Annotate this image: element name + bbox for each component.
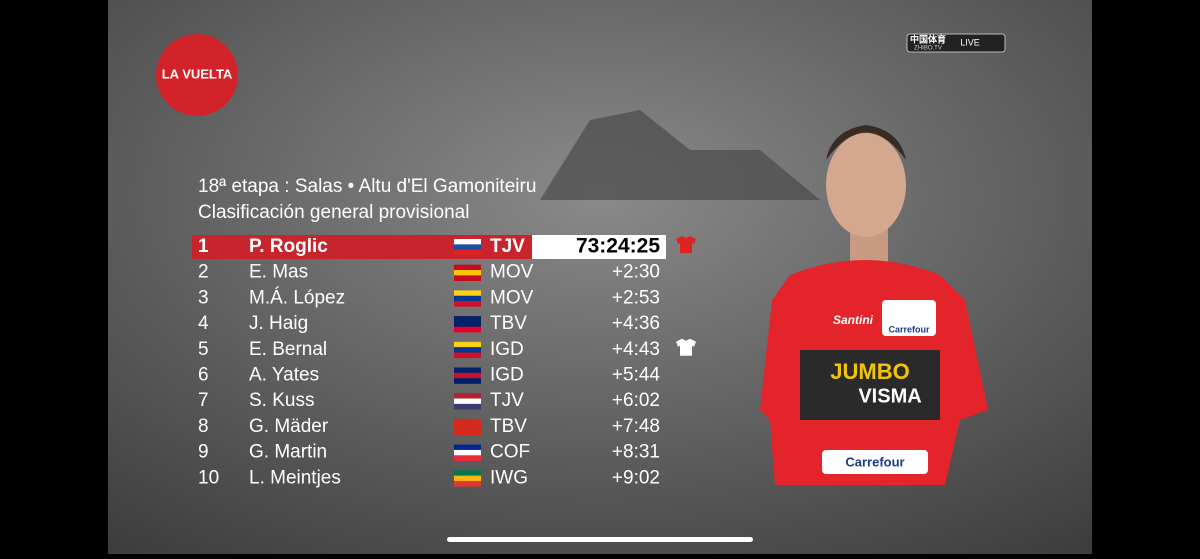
team: TJV <box>490 390 524 411</box>
flag-stripe <box>454 475 481 482</box>
leader-jersey-icon <box>676 236 696 253</box>
flag-stripe <box>454 270 481 276</box>
team: IGD <box>490 365 524 386</box>
jersey-sponsor-chest: Carrefour <box>888 324 930 334</box>
time: +9:02 <box>612 467 660 488</box>
rider-name: E. Bernal <box>249 339 327 360</box>
home-indicator <box>447 537 753 542</box>
broadcaster-name: 中国体育 <box>910 33 946 44</box>
team: MOV <box>490 287 534 308</box>
team: IWG <box>490 467 528 488</box>
logo-circle <box>156 34 238 116</box>
rider-name: M.Á. López <box>249 287 345 308</box>
flag-stripe <box>454 326 481 333</box>
rank: 9 <box>198 442 209 463</box>
standings: 1 P. Roglic TJV 73:24:25 2 E. Mas MOV +2:30 3 M.Á… <box>192 235 696 488</box>
flag-stripe <box>454 352 481 359</box>
flag-stripe <box>454 367 481 374</box>
team: TJV <box>490 236 525 257</box>
rank: 5 <box>198 339 209 360</box>
rank: 6 <box>198 365 209 386</box>
time: +5:44 <box>612 365 661 386</box>
flag-stripe <box>454 249 481 256</box>
flag-stripe <box>454 347 481 353</box>
classification-title: Clasificación general provisional <box>198 202 469 223</box>
flag-stripe <box>454 244 481 250</box>
rider-name: G. Mäder <box>249 416 329 437</box>
rider-name: A. Yates <box>249 365 319 386</box>
rank: 7 <box>198 390 209 411</box>
time: +8:31 <box>612 442 660 463</box>
time: +4:36 <box>612 313 660 334</box>
flag-stripe <box>454 398 481 405</box>
jersey-team-bottom: VISMA <box>858 385 921 407</box>
live-label: LIVE <box>960 37 980 47</box>
flag-stripe <box>454 455 481 461</box>
young-jersey-icon <box>676 338 696 356</box>
time: +4:43 <box>612 339 660 360</box>
time: +2:30 <box>612 262 660 283</box>
jersey-team-top: JUMBO <box>830 359 909 384</box>
team: TBV <box>490 313 527 334</box>
flag-stripe <box>454 403 481 410</box>
time: +7:48 <box>612 416 660 437</box>
rider-name: P. Roglic <box>249 236 328 257</box>
leader-time-box <box>532 235 666 259</box>
rank: 10 <box>198 467 219 488</box>
flag-stripe <box>454 341 481 348</box>
broadcaster-site: ZHIBO.TV <box>914 46 942 52</box>
flag-stripe <box>454 418 481 425</box>
flag-stripe <box>454 295 481 302</box>
team: IGD <box>490 339 524 360</box>
rank: 2 <box>198 262 209 283</box>
time: +6:02 <box>612 390 660 411</box>
flag-stripe <box>454 378 481 384</box>
flag-stripe <box>454 301 481 307</box>
rank: 4 <box>198 313 209 334</box>
time: +2:53 <box>612 287 660 308</box>
jersey-maker: Santini <box>833 313 874 327</box>
flag-stripe <box>454 290 481 297</box>
flag-stripe <box>454 449 481 456</box>
flag-stripe <box>454 424 481 430</box>
rider <box>760 125 988 485</box>
broadcaster-badge <box>906 33 1006 53</box>
jersey-sponsor-bottom: Carrefour <box>845 454 904 469</box>
flag-stripe <box>454 444 481 451</box>
rider-name: S. Kuss <box>249 390 314 411</box>
mountain <box>540 110 820 200</box>
rider-name: G. Martin <box>249 442 327 463</box>
flag-stripe <box>454 393 481 399</box>
flag-stripe <box>454 316 481 322</box>
rank: 1 <box>198 236 209 257</box>
rider-name: E. Mas <box>249 262 308 283</box>
rank: 8 <box>198 416 209 437</box>
time: 73:24:25 <box>576 235 660 258</box>
flag-stripe <box>454 321 481 328</box>
team: TBV <box>490 416 527 437</box>
rank: 3 <box>198 287 209 308</box>
team: COF <box>490 442 530 463</box>
flag-stripe <box>454 372 481 379</box>
logo: LA VUELTA <box>162 66 233 81</box>
rider-name: L. Meintjes <box>249 467 341 488</box>
team: MOV <box>490 262 534 283</box>
stage-title: 18ª etapa : Salas • Altu d'El Gamoniteir… <box>198 176 536 197</box>
flag-stripe <box>454 480 481 487</box>
rider-name: J. Haig <box>249 313 308 334</box>
flag-stripe <box>454 264 481 271</box>
flag-stripe <box>454 275 481 281</box>
flag-stripe <box>454 429 481 436</box>
flag-stripe <box>454 239 481 245</box>
flag-stripe <box>454 470 481 476</box>
